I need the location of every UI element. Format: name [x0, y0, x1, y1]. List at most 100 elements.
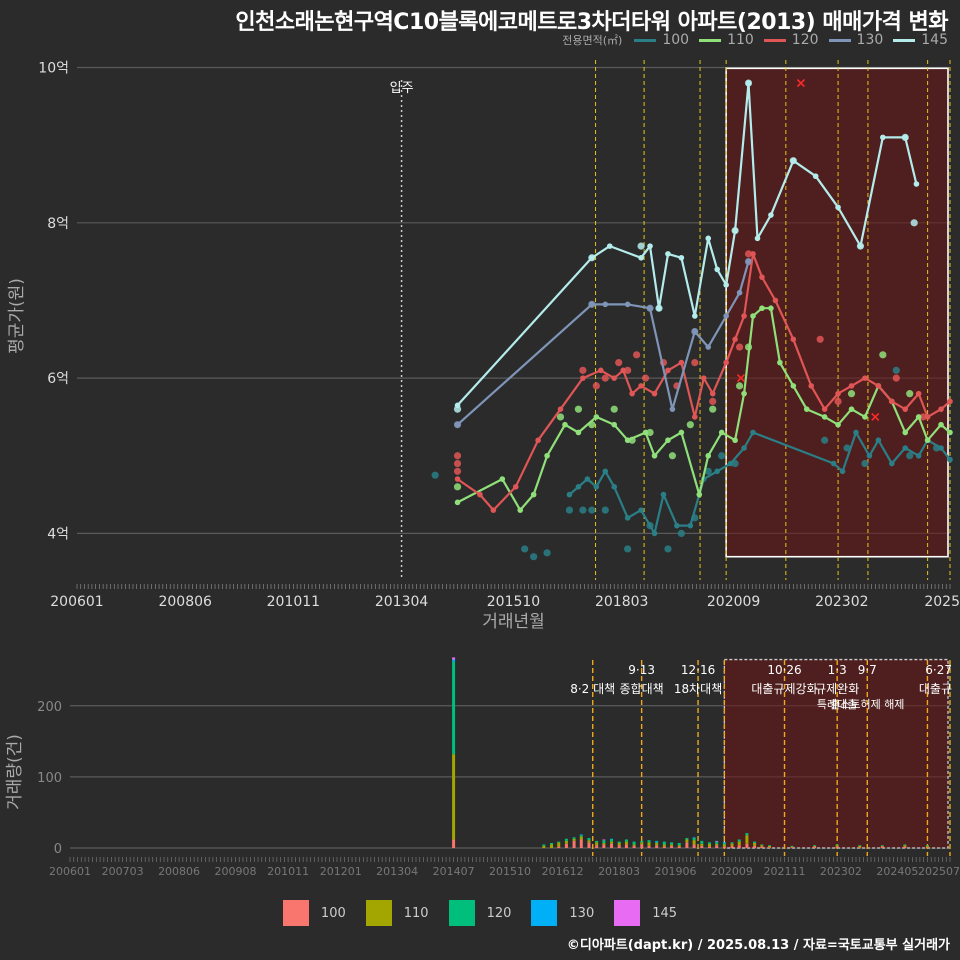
volume-bar-120	[880, 845, 884, 846]
volume-bar-110	[587, 840, 591, 843]
line-point-110	[732, 437, 738, 444]
cancel-marker-stroke	[871, 412, 880, 422]
x-tick-label: 201011	[267, 865, 309, 878]
line-point-120	[700, 375, 707, 381]
line-point-110	[750, 313, 756, 319]
line-point-100	[875, 437, 882, 444]
line-point-110	[835, 421, 841, 428]
data-point-120	[834, 397, 842, 406]
volume-bar-110	[662, 844, 666, 847]
line-point-130	[647, 305, 653, 312]
x-axis-title: 거래년월	[482, 612, 545, 632]
line-point-110	[593, 414, 600, 420]
volume-bar-100	[602, 844, 606, 848]
line-point-100	[584, 476, 591, 482]
y-tick-label: 0	[54, 842, 62, 857]
line-point-145	[638, 254, 644, 261]
line-point-120	[759, 274, 765, 280]
line-point-110	[696, 491, 703, 498]
data-point-120	[816, 335, 824, 343]
volume-bar-120	[572, 837, 576, 839]
data-point-100	[861, 459, 869, 468]
volume-bar-110	[452, 754, 456, 840]
y-axis-title: 거래량(건)	[5, 734, 25, 810]
data-point-110	[646, 428, 654, 437]
x-tick-label: 202507	[918, 865, 960, 878]
legend-top-swatch	[828, 38, 851, 42]
volume-bar-100	[813, 846, 817, 848]
line-point-100	[750, 429, 756, 436]
volume-bar-120	[707, 842, 711, 844]
volume-bar-120	[813, 845, 817, 846]
volume-bar-110	[677, 845, 681, 847]
x-tick-label: 202302	[815, 594, 868, 610]
volume-bar-120	[617, 841, 621, 844]
legend-top-swatch	[634, 38, 657, 42]
volume-bar-100	[624, 844, 628, 848]
volume-bar-100	[858, 847, 862, 848]
line-point-100	[566, 491, 573, 498]
data-point-100	[843, 444, 851, 452]
data-point-120	[453, 459, 462, 468]
volume-bar-110	[579, 836, 583, 840]
volume-bar-100	[790, 847, 794, 848]
volume-bar-120	[925, 845, 929, 846]
line-point-145	[454, 402, 461, 409]
cancel-marker-stroke	[736, 374, 745, 383]
line-point-130	[736, 289, 743, 296]
line-point-110	[718, 429, 725, 436]
legend-top-swatch	[893, 38, 916, 42]
line-point-120	[651, 390, 658, 397]
volume-bar-120	[903, 844, 907, 846]
line-point-100	[741, 445, 747, 451]
y-tick-label: 6억	[47, 371, 69, 387]
volume-bar-120	[685, 838, 689, 840]
volume-bar-120	[610, 839, 614, 842]
data-point-120	[691, 358, 699, 367]
volume-bar-120	[647, 840, 651, 843]
data-point-100	[821, 436, 829, 444]
volume-bar-120	[700, 840, 704, 844]
volume-bar-100	[722, 846, 726, 848]
volume-bar-110	[722, 844, 726, 847]
volume-bar-110	[760, 845, 764, 847]
volume-bar-110	[655, 843, 659, 846]
line-point-100	[830, 460, 837, 467]
legend-bottom: 100 110 120 130 145	[0, 900, 960, 926]
volume-bar-110	[858, 845, 862, 848]
volume-bar-110	[617, 843, 621, 846]
event-date-label: 1·3	[828, 663, 847, 677]
line-point-100	[853, 429, 859, 436]
legend-bottom-item-120: 120	[448, 900, 511, 926]
volume-bar-100	[715, 845, 719, 848]
data-point-100	[601, 506, 609, 514]
line-point-120	[620, 367, 626, 374]
line-point-110	[924, 437, 931, 444]
volume-bar-120	[662, 841, 666, 845]
data-point-120	[709, 397, 717, 406]
x-tick-label: 200601	[49, 865, 91, 878]
line-point-120	[512, 484, 519, 490]
line-point-110	[915, 414, 922, 420]
volume-bar-120	[745, 833, 749, 836]
y-tick-label: 100	[37, 771, 62, 786]
line-point-120	[862, 375, 868, 381]
data-point-100	[565, 506, 574, 514]
line-point-110	[544, 452, 550, 459]
volume-bar-120	[632, 841, 636, 845]
legend-bottom-item-130: 130	[531, 900, 594, 926]
line-point-120	[678, 359, 685, 366]
volume-bar-120	[730, 842, 734, 844]
line-point-130	[745, 258, 752, 265]
data-point-100	[543, 549, 551, 557]
line-point-145	[606, 243, 613, 249]
volume-bar-110	[685, 839, 689, 843]
x-tick-label: 200703	[102, 865, 144, 878]
line-point-110	[790, 383, 797, 389]
event-text-label: 특례대출	[817, 698, 857, 711]
event-text-label: 18차대책	[674, 681, 722, 696]
volume-bar-120	[760, 844, 764, 846]
y-axis-title: 평균가(원)	[7, 278, 27, 354]
cancel-marker	[871, 412, 880, 422]
data-point-120	[601, 374, 609, 382]
